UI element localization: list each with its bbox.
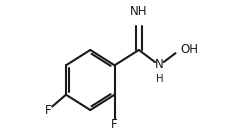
Text: H: H [156, 74, 163, 84]
Text: OH: OH [180, 43, 199, 56]
Text: N: N [155, 58, 164, 71]
Text: F: F [111, 118, 118, 131]
Text: NH: NH [130, 5, 148, 18]
Text: F: F [45, 104, 51, 117]
